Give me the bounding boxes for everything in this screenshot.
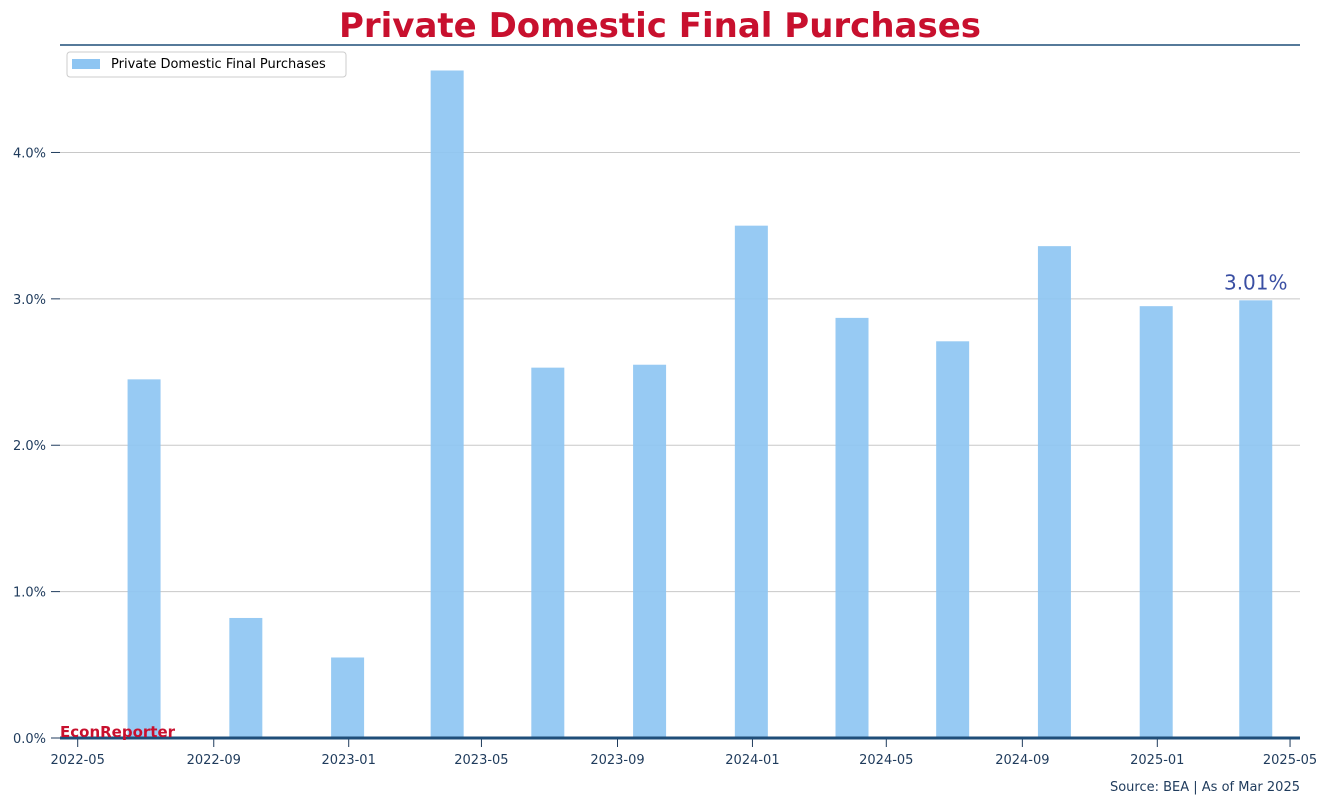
x-tick-label: 2025-05 xyxy=(1263,753,1317,768)
x-axis: 2022-05 2022-09 2023-01 2023-05 2023-09 2024-… xyxy=(51,738,1317,768)
bar xyxy=(835,317,869,738)
y-tick-label: 2.0% xyxy=(13,439,46,454)
gridlines xyxy=(60,151,1300,593)
legend-box xyxy=(66,51,347,78)
bar xyxy=(1239,300,1273,738)
x-tick-label: 2022-05 xyxy=(51,753,105,768)
x-tick-label: 2023-05 xyxy=(454,753,508,768)
bar xyxy=(229,617,263,738)
x-tick-label: 2024-01 xyxy=(725,753,779,768)
chart-title: Private Domestic Final Purchases xyxy=(339,6,981,46)
x-tick-label: 2022-09 xyxy=(187,753,241,768)
bar xyxy=(331,657,365,738)
y-tick-label: 0.0% xyxy=(13,732,46,747)
callout-background xyxy=(1219,269,1292,294)
legend: Private Domestic Final Purchases xyxy=(66,51,347,78)
bar xyxy=(633,364,667,738)
x-tick-label: 2023-01 xyxy=(322,753,376,768)
legend-label: Private Domestic Final Purchases xyxy=(111,57,326,72)
y-tick-label: 4.0% xyxy=(13,146,46,161)
bar xyxy=(127,379,161,738)
x-tick-label: 2024-09 xyxy=(995,753,1049,768)
y-axis: 0.0% 1.0% 2.0% 3.0% 4.0% xyxy=(13,146,60,747)
annotation-layer: 3.01% xyxy=(1219,269,1292,294)
bar xyxy=(734,225,768,739)
x-tick-label: 2023-09 xyxy=(590,753,644,768)
bar xyxy=(430,70,464,739)
bar xyxy=(1139,306,1173,738)
x-tick-label: 2025-01 xyxy=(1130,753,1184,768)
bar xyxy=(936,341,970,738)
x-tick-label: 2024-05 xyxy=(859,753,913,768)
source-note: Source: BEA | As of Mar 2025 xyxy=(1110,780,1300,795)
y-tick-label: 1.0% xyxy=(13,586,46,601)
bar xyxy=(531,367,565,738)
bars xyxy=(127,70,1273,739)
bar xyxy=(1037,246,1071,738)
legend-swatch xyxy=(72,59,100,69)
y-tick-label: 3.0% xyxy=(13,293,46,308)
last-value-callout: 3.01% xyxy=(1224,270,1288,294)
brand-watermark: EconReporter xyxy=(60,723,176,741)
